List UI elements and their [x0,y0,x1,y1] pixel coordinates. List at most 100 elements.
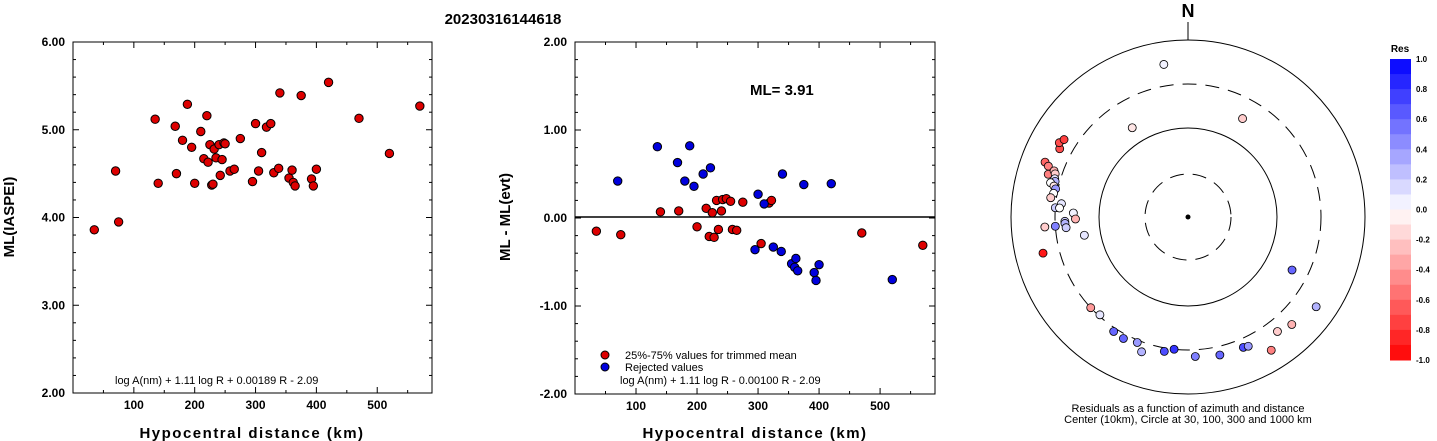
station-point [220,139,230,149]
colorbar-swatch [1390,284,1411,301]
station-point [290,181,300,191]
rejected-residual-point [698,169,708,179]
legend-used-label: 25%-75% values for trimmed mean [625,350,797,362]
left-plot-frame [72,41,433,394]
polar-station-point [1190,352,1200,361]
ring-100km [1098,127,1278,307]
polar-station-point [1311,302,1321,312]
rejected-residual-point [826,178,836,189]
rejected-residual-point [680,176,690,186]
station-point [153,178,163,188]
used-residual-point [857,228,867,238]
ring-30km [1144,173,1232,261]
polar-station-point [1109,327,1119,336]
rejected-residual-point [776,246,786,257]
colorbar-swatch [1390,89,1411,105]
polar-station-point [1127,123,1137,133]
colorbar-tick-label: 1.0 [1416,55,1428,64]
colorbar-swatch [1390,74,1411,90]
polar-station-point [1238,114,1247,123]
polar-station-point [1266,345,1276,355]
colorbar-swatch [1390,149,1411,165]
used-residual-point [655,207,666,217]
station-point [202,111,212,121]
mid-xlabel: Hypocentral distance (km) [642,425,867,441]
polar-station-point [1273,327,1282,336]
station-point [415,101,425,111]
rejected-residual-point [750,244,760,255]
rejected-residual-point [791,253,801,264]
colorbar: 1.0 0.8 0.6 0.4 0.2 0.0 -0.2 -0.4 -0.6 -0.8 -1.0 [1390,55,1430,365]
colorbar-swatch [1390,104,1411,120]
middle-panel: -2.00 -1.00 0.00 1.00 2.00 100 200 300 400 500 ML… [497,35,936,441]
station-point [384,148,395,159]
event-id-title: 20230316144618 [445,11,562,28]
station-point [296,90,306,101]
left-panel: 2.00 3.00 4.00 5.00 6.00 100 200 300 400 500 log … [1,35,433,441]
rejected-residual-point [793,266,803,276]
colorbar-swatch [1390,119,1411,135]
left-ytick-label: 2.00 [42,386,66,400]
ml-value-text: ML= 3.91 [750,82,814,99]
mid-ytick-label: -2.00 [540,387,568,401]
polar-station-point [1095,310,1105,320]
used-residual-point [709,232,719,243]
rejected-residual-point [759,199,769,209]
colorbar-tick-label: -0.8 [1416,326,1430,335]
left-xlabel: Hypocentral distance (km) [139,425,364,441]
colorbar-swatch [1390,179,1411,195]
ring-300km [1054,83,1322,351]
rejected-residual-point [768,242,779,252]
colorbar-tick-label: 0.0 [1416,206,1428,215]
polar-station-point [1137,347,1146,357]
used-residual-point [713,224,724,235]
colorbar-swatch [1390,164,1411,180]
station-point [171,168,182,179]
left-points [89,77,425,235]
used-residual-point [716,206,727,216]
polar-station-point [1132,338,1142,347]
left-ytick-label: 5.00 [42,123,66,137]
legend-used-marker [600,350,610,360]
used-residual-point [616,230,626,240]
center-dot [1185,214,1191,220]
used-residual-point [707,208,717,218]
colorbar-swatch [1390,299,1411,316]
ring-1000km [1010,39,1366,395]
polar-station-point [1059,135,1069,144]
polar-station-point [1169,344,1179,354]
polar-station-point [1071,214,1080,224]
polar-station-point [1079,230,1089,240]
used-residual-point [725,196,736,206]
rejected-residual-point [689,181,699,192]
colorbar-tick-label: -0.6 [1416,296,1430,305]
rejected-residual-point [814,259,824,270]
polar-caption-2: Center (10km), Circle at 30, 100, 300 an… [1064,414,1312,426]
mid-xtick-label: 500 [870,399,890,413]
left-formula: log A(nm) + 1.11 log R + 0.00189 R - 2.0… [115,375,318,387]
polar-station-point [1159,347,1169,356]
station-point [354,113,364,124]
polar-station-point [1243,341,1253,351]
station-point [250,118,261,129]
left-ticks: 2.00 3.00 4.00 5.00 6.00 100 200 300 400 500 [42,35,432,412]
used-residual-point [738,197,748,207]
polar-station-point [1287,265,1297,275]
station-point [311,164,322,174]
colorbar-tick-label: 0.8 [1416,85,1428,94]
colorbar-tick-label: 0.2 [1416,175,1428,184]
rejected-residual-point [799,179,809,190]
used-residual-point [692,222,702,232]
station-point [229,164,239,174]
rejected-residual-point [685,141,695,151]
colorbar-tick-label: -0.4 [1416,266,1430,275]
rejected-residual-point [705,163,716,173]
colorbar-tick-label: 0.6 [1416,115,1428,124]
polar-station-point [1119,334,1128,343]
mid-ylabel: ML - ML(evt) [497,173,514,261]
mid-points [591,141,928,286]
rejected-residual-point [613,176,623,186]
station-point [273,163,284,174]
station-point [170,121,180,131]
